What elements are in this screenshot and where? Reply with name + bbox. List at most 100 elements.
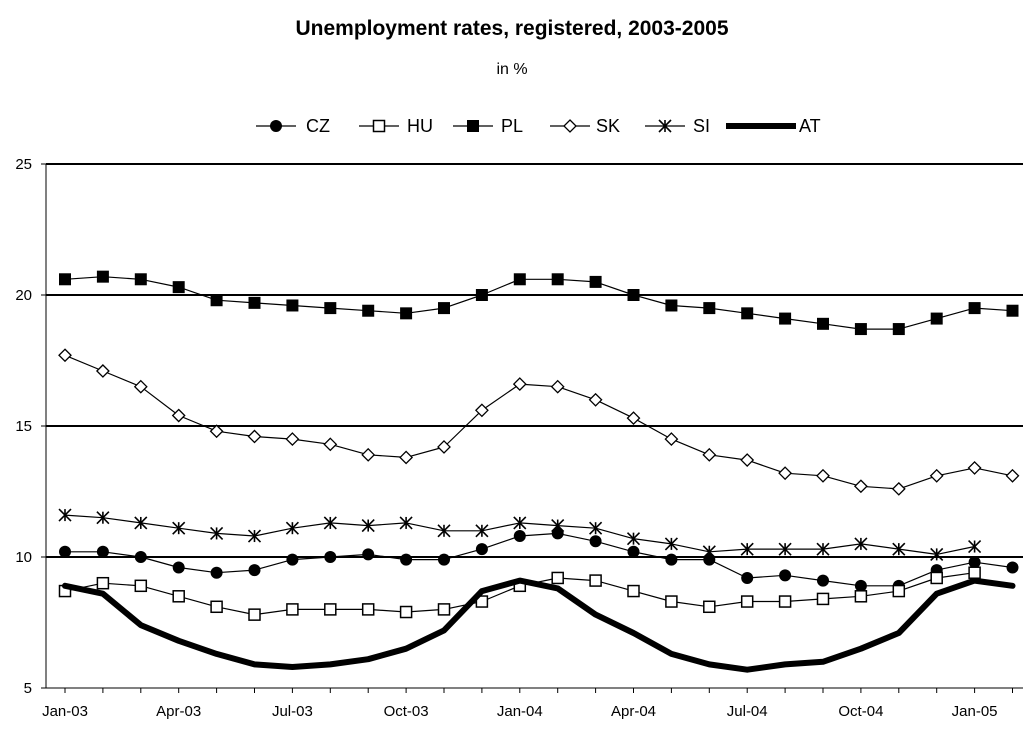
legend-item-at: AT bbox=[726, 116, 821, 136]
data-point bbox=[285, 432, 300, 447]
point-marker bbox=[362, 304, 375, 317]
x-tick-label: Jan-03 bbox=[42, 703, 88, 720]
point-marker bbox=[664, 432, 679, 447]
data-point bbox=[512, 377, 527, 391]
data-point bbox=[210, 526, 224, 540]
y-tick-label: 10 bbox=[15, 549, 32, 566]
point-marker bbox=[96, 545, 109, 558]
point-marker bbox=[778, 466, 793, 481]
data-point bbox=[589, 275, 602, 288]
series-at bbox=[62, 577, 1016, 673]
point-marker bbox=[285, 432, 300, 447]
point-marker bbox=[892, 323, 905, 336]
data-point bbox=[513, 516, 527, 530]
point-marker bbox=[968, 302, 981, 315]
data-point bbox=[741, 571, 754, 584]
data-point bbox=[589, 521, 603, 535]
data-point bbox=[626, 532, 641, 546]
data-point bbox=[58, 508, 72, 522]
data-point bbox=[361, 518, 375, 533]
x-tick-label: Jan-04 bbox=[497, 703, 543, 720]
data-point bbox=[703, 302, 716, 315]
data-point bbox=[551, 527, 564, 540]
data-point bbox=[171, 408, 186, 423]
data-point bbox=[778, 595, 792, 608]
data-point bbox=[96, 270, 109, 283]
data-point bbox=[1006, 561, 1019, 574]
data-point bbox=[740, 542, 754, 556]
data-point bbox=[929, 468, 944, 483]
point-marker bbox=[59, 273, 71, 286]
data-point bbox=[437, 524, 451, 538]
point-marker bbox=[741, 307, 754, 320]
data-point bbox=[58, 348, 72, 363]
point-marker bbox=[665, 553, 678, 566]
data-point bbox=[96, 545, 109, 558]
point-marker bbox=[741, 571, 754, 584]
data-point bbox=[892, 323, 905, 336]
point-marker bbox=[467, 120, 479, 132]
data-point bbox=[703, 600, 716, 614]
point-marker bbox=[210, 294, 223, 307]
point-marker bbox=[778, 595, 792, 608]
data-point bbox=[133, 379, 148, 394]
point-marker bbox=[324, 551, 337, 563]
point-marker bbox=[551, 273, 564, 286]
point-marker bbox=[551, 571, 564, 585]
x-tick-label: Oct-03 bbox=[384, 703, 429, 720]
data-point bbox=[551, 571, 564, 585]
data-point bbox=[930, 312, 943, 325]
x-tick-label: Apr-03 bbox=[156, 703, 201, 720]
data-point bbox=[248, 296, 261, 309]
data-point bbox=[854, 537, 868, 551]
data-point bbox=[285, 521, 299, 535]
point-marker bbox=[361, 603, 375, 616]
data-point bbox=[589, 535, 602, 548]
data-point bbox=[172, 561, 185, 574]
point-marker bbox=[400, 307, 413, 320]
data-point bbox=[853, 479, 868, 494]
point-marker bbox=[247, 429, 262, 444]
point-marker bbox=[627, 545, 640, 558]
data-point bbox=[779, 312, 792, 325]
point-marker bbox=[779, 569, 792, 582]
point-marker bbox=[817, 574, 829, 587]
data-point bbox=[399, 450, 414, 465]
data-point bbox=[361, 447, 376, 462]
legend-label: SI bbox=[693, 116, 710, 136]
data-point bbox=[438, 553, 450, 566]
point-marker bbox=[740, 453, 755, 467]
point-marker bbox=[588, 392, 603, 407]
data-point bbox=[286, 603, 299, 616]
data-point bbox=[930, 547, 944, 561]
data-point bbox=[892, 584, 906, 598]
point-marker bbox=[702, 447, 717, 462]
series-line-cz bbox=[64, 532, 1014, 587]
point-marker bbox=[854, 590, 868, 603]
x-tick-label: Jul-04 bbox=[727, 703, 768, 720]
data-point bbox=[891, 481, 906, 496]
data-point bbox=[588, 392, 603, 407]
point-marker bbox=[323, 437, 338, 452]
legend-item-cz: CZ bbox=[256, 116, 330, 136]
data-point bbox=[247, 529, 262, 543]
data-point bbox=[475, 595, 489, 608]
series-si bbox=[58, 508, 982, 561]
point-marker bbox=[563, 119, 577, 133]
point-marker bbox=[930, 312, 943, 325]
data-point bbox=[134, 551, 147, 563]
data-point bbox=[627, 289, 640, 301]
point-marker bbox=[740, 595, 754, 608]
series-line-pl bbox=[64, 276, 1014, 330]
data-point bbox=[399, 516, 413, 530]
chart-subtitle: in % bbox=[496, 61, 527, 78]
data-point bbox=[362, 304, 375, 317]
data-point bbox=[817, 317, 829, 330]
point-marker bbox=[930, 571, 943, 585]
data-point bbox=[664, 432, 679, 447]
data-point bbox=[475, 524, 489, 538]
data-point bbox=[323, 437, 338, 452]
data-point bbox=[854, 323, 867, 336]
point-marker bbox=[892, 584, 906, 598]
